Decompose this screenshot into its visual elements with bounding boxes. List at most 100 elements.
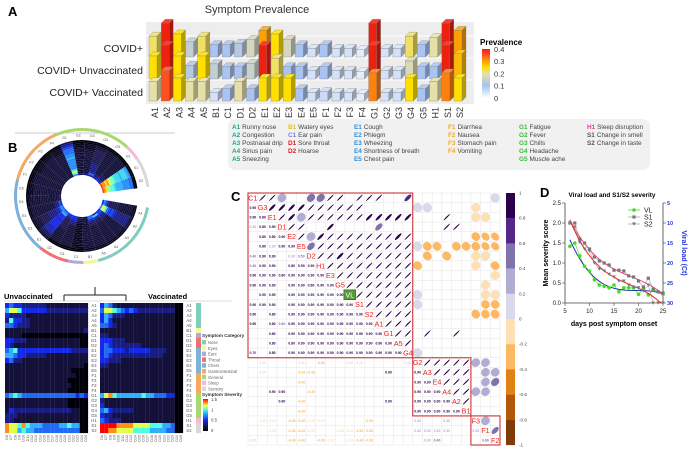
correlation-ellipse bbox=[336, 272, 344, 279]
heatmap-cell bbox=[25, 388, 30, 394]
heatmap-cell bbox=[63, 343, 68, 349]
circular-heatmap-cell bbox=[82, 238, 94, 242]
circular-heatmap-cell bbox=[103, 187, 107, 193]
heatmap-cell bbox=[149, 358, 155, 364]
correlation-ellipse bbox=[481, 416, 490, 426]
heatmap-cell bbox=[112, 358, 117, 364]
heatmap-cell bbox=[104, 358, 109, 364]
row-label: A5 bbox=[91, 323, 97, 328]
heatmap-cell bbox=[46, 413, 51, 419]
heatmap-cell bbox=[158, 413, 163, 419]
circular-heatmap-cell bbox=[66, 156, 76, 161]
heatmap-cell bbox=[13, 333, 18, 339]
circular-heatmap-cell bbox=[45, 187, 49, 196]
heatmap-cell bbox=[29, 323, 35, 329]
heatmap-cell bbox=[108, 423, 113, 429]
circular-heatmap-cell bbox=[75, 226, 83, 230]
s1-point bbox=[602, 261, 606, 265]
heatmap-cell bbox=[25, 308, 30, 314]
circular-heatmap-cell bbox=[91, 228, 100, 234]
heatmap-cell bbox=[116, 353, 121, 359]
heatmap-cell bbox=[120, 373, 125, 379]
heatmap-cell bbox=[38, 423, 43, 429]
heatmap-cell bbox=[71, 353, 76, 359]
correlation-value: 0.90 bbox=[308, 293, 315, 297]
heatmap-cell bbox=[25, 398, 30, 404]
heatmap-cell bbox=[5, 318, 10, 324]
heatmap-cell bbox=[79, 353, 84, 359]
correlation-ellipse bbox=[327, 194, 334, 202]
heatmap-cell bbox=[54, 318, 60, 324]
legend-item-e2: E2 Phlegm bbox=[354, 132, 420, 140]
circular-heatmap-cell bbox=[73, 235, 83, 238]
circular-heatmap-cell bbox=[32, 172, 39, 185]
heatmap-cell bbox=[145, 313, 150, 319]
heatmap-cell bbox=[83, 428, 89, 434]
heatmap-cell bbox=[153, 418, 159, 424]
heatmap-cell bbox=[38, 343, 43, 349]
circular-heatmap-cell bbox=[104, 233, 115, 242]
correlation-ellipse bbox=[336, 204, 344, 211]
correlation-ellipse bbox=[491, 232, 500, 241]
bar-front bbox=[185, 41, 194, 58]
heatmap-cell bbox=[63, 378, 68, 384]
correlation-value: 0.20 bbox=[298, 361, 305, 365]
x-tick-label: G4 bbox=[406, 107, 416, 119]
correlation-ellipse bbox=[394, 252, 402, 260]
day-label: D11 bbox=[26, 435, 30, 441]
heatmap-cell bbox=[38, 378, 43, 384]
heatmap-cell bbox=[170, 308, 175, 314]
heatmap-cell bbox=[162, 418, 167, 424]
heatmap-cell bbox=[71, 323, 76, 329]
row-label: A2 bbox=[186, 308, 192, 313]
x-tick-label: G2 bbox=[382, 107, 392, 119]
y-tick-label: 1.0 bbox=[553, 261, 562, 267]
correlation-value: 0.30 bbox=[414, 419, 421, 423]
vaccinated-heading: Vaccinated bbox=[148, 292, 188, 301]
heatmap-cell bbox=[129, 398, 134, 404]
heatmap-cell bbox=[29, 408, 35, 414]
heatmap-cell bbox=[124, 403, 130, 409]
prevalence-colorbar bbox=[482, 49, 490, 98]
heatmap-cell bbox=[170, 348, 175, 354]
correlation-ellipse bbox=[452, 241, 461, 251]
circular-heatmap-cell bbox=[61, 237, 73, 243]
heatmap-cell bbox=[67, 353, 72, 359]
circular-heatmap-cell bbox=[40, 152, 51, 162]
day-label: D13 bbox=[129, 435, 133, 442]
heatmap-cell bbox=[58, 338, 64, 344]
x-tick-label: G5 bbox=[418, 107, 428, 119]
heatmap-cell bbox=[5, 423, 10, 429]
heatmap-cell bbox=[34, 428, 39, 434]
heatmap-cell bbox=[13, 358, 18, 364]
legend-item-b1: B1 Watery eyes bbox=[288, 124, 333, 132]
correlation-value: 0.90 bbox=[259, 254, 266, 258]
bar-front bbox=[270, 33, 280, 58]
heatmap-cell bbox=[58, 303, 64, 309]
heatmap-cell bbox=[75, 323, 80, 329]
heatmap-cell bbox=[50, 363, 55, 369]
diagonal-label: E1 bbox=[268, 213, 277, 222]
heatmap-cell bbox=[104, 393, 109, 399]
circular-heatmap-cell bbox=[59, 241, 72, 248]
correlation-value: 0.90 bbox=[337, 293, 344, 297]
heatmap-cell bbox=[71, 383, 76, 389]
circular-heatmap-cell bbox=[48, 160, 58, 169]
heatmap-cell bbox=[67, 318, 72, 324]
correlation-value: -0.20 bbox=[268, 419, 276, 423]
heatmap-cell bbox=[21, 398, 26, 404]
heatmap-cell bbox=[71, 343, 76, 349]
correlation-ellipse bbox=[346, 243, 354, 250]
legend-label: Sore throat bbox=[298, 140, 330, 147]
heatmap-cell bbox=[108, 403, 113, 409]
heatmap-cell bbox=[158, 428, 163, 434]
heatmap-cell bbox=[145, 403, 150, 409]
correlation-value: 0.90 bbox=[366, 342, 373, 346]
heatmap-cell bbox=[75, 398, 80, 404]
legend-item-f3: F3 Stomach pain bbox=[448, 140, 497, 148]
prevalence-bar bbox=[343, 66, 357, 80]
heatmap-cell bbox=[25, 343, 30, 349]
x-tick-label: 10 bbox=[586, 309, 593, 315]
circular-heatmap-cell bbox=[82, 216, 88, 219]
heatmap-cell bbox=[129, 373, 134, 379]
